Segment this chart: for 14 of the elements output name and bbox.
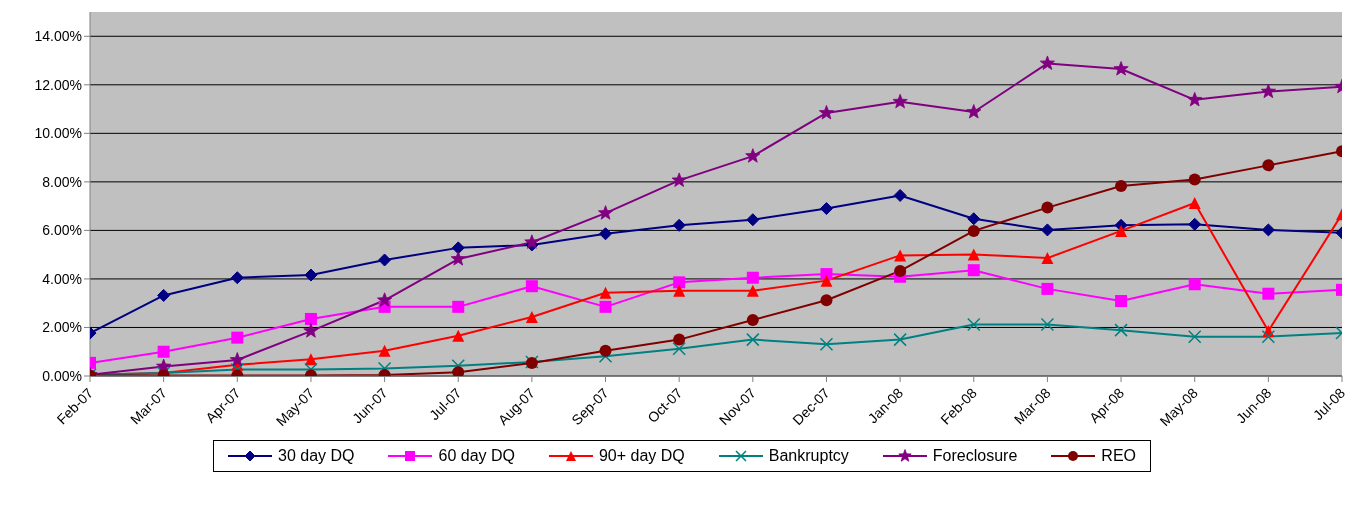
legend-label: REO	[1101, 447, 1136, 465]
legend-label: 30 day DQ	[278, 447, 355, 465]
y-tick-label: 0.00%	[42, 367, 82, 384]
y-tick-label: 4.00%	[42, 270, 82, 287]
y-tick-label: 6.00%	[42, 222, 82, 239]
legend-label: 60 day DQ	[438, 447, 515, 465]
legend-label: Bankruptcy	[768, 447, 849, 465]
y-tick-label: 8.00%	[42, 173, 82, 190]
y-tick-label: 10.00%	[34, 125, 82, 142]
y-tick-label: 14.00%	[34, 28, 82, 45]
legend-label: 90+ day DQ	[598, 447, 685, 465]
y-tick-label: 2.00%	[42, 319, 82, 336]
y-tick-label: 12.00%	[34, 76, 82, 93]
legend-label: Foreclosure	[932, 447, 1018, 465]
